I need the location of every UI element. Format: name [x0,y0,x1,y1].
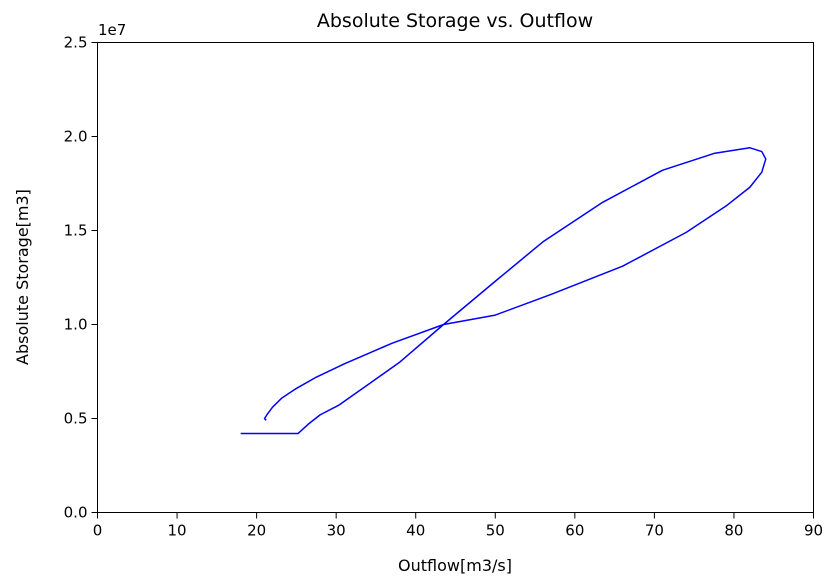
y-tick-label: 1.0 [64,316,88,334]
x-tick-label: 60 [565,522,584,540]
x-tick-label: 70 [645,522,664,540]
x-tick-label: 10 [168,522,187,540]
y-offset-label: 1e7 [98,21,126,39]
y-tick-label: 1.5 [64,222,88,240]
y-tick-label: 2.0 [64,128,88,146]
x-tick-label: 50 [486,522,505,540]
chart-title: Absolute Storage vs. Outflow [317,10,593,32]
x-tick-label: 30 [327,522,346,540]
x-tick-label: 0 [93,522,103,540]
x-tick-label: 20 [247,522,266,540]
y-axis-ticks: 0.0 0.5 1.0 1.5 2.0 2.5 [64,34,98,522]
y-tick-label: 0.0 [64,504,88,522]
y-tick-label: 2.5 [64,34,88,52]
y-axis-label: Absolute Storage[m3] [13,189,32,365]
x-axis-ticks: 0 10 20 30 40 50 60 70 80 90 [93,512,823,540]
series-line [240,147,767,435]
x-tick-label: 80 [724,522,743,540]
x-axis-label: Outflow[m3/s] [398,556,512,575]
y-tick-label: 0.5 [64,410,88,428]
plot-frame [97,42,814,513]
x-tick-label: 40 [406,522,425,540]
x-tick-label: 90 [804,522,823,540]
